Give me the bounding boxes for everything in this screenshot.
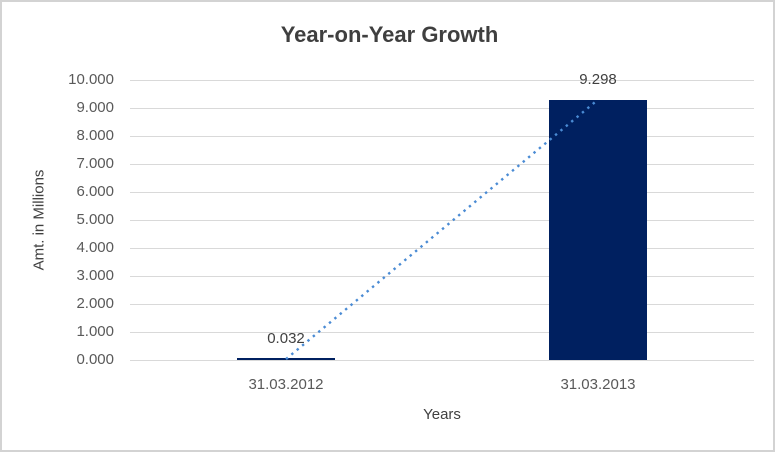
gridline <box>130 219 754 221</box>
gridline <box>130 331 754 333</box>
y-tick-label: 2.000 <box>76 295 114 312</box>
bar-data-label: 0.032 <box>267 330 305 348</box>
gridline <box>130 135 754 137</box>
y-tick-label: 6.000 <box>76 183 114 200</box>
y-tick-label: 7.000 <box>76 155 114 172</box>
gridline <box>130 107 754 109</box>
y-tick-label: 8.000 <box>76 127 114 144</box>
y-tick-label: 4.000 <box>76 239 114 256</box>
gridline <box>130 79 754 81</box>
y-tick-label: 3.000 <box>76 267 114 284</box>
y-tick-label: 1.000 <box>76 323 114 340</box>
x-tick-label: 31.03.2012 <box>248 376 324 393</box>
gridline <box>130 359 754 361</box>
y-tick-label: 10.000 <box>68 71 114 88</box>
y-tick-label: 5.000 <box>76 211 114 228</box>
gridline <box>130 191 754 193</box>
bar <box>237 358 335 360</box>
bar-data-label: 9.298 <box>579 70 617 88</box>
x-axis-title: Years <box>423 406 461 423</box>
bar <box>549 99 647 360</box>
x-tick-label: 31.03.2013 <box>560 376 636 393</box>
gridline <box>130 163 754 165</box>
gridline <box>130 247 754 249</box>
y-tick-label: 0.000 <box>76 351 114 368</box>
y-tick-label: 9.000 <box>76 99 114 116</box>
chart-title: Year-on-Year Growth <box>280 22 499 47</box>
gridline <box>130 303 754 305</box>
gridline <box>130 275 754 277</box>
